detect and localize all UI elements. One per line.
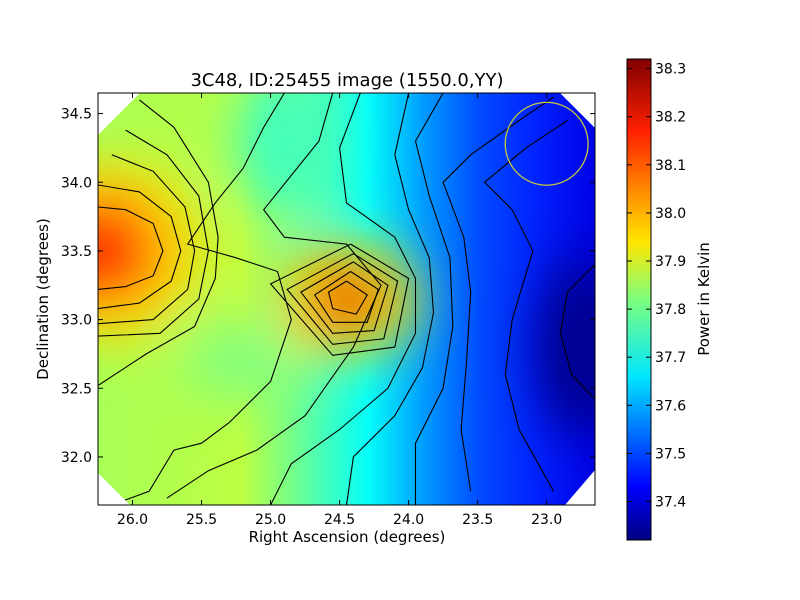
hot-spot-core [328,284,365,314]
colorbar-ticks: 37.4 37.5 37.6 37.7 37.8 37.9 38.0 38.1 38.2 38.3 [627,62,686,511]
x-tick-label: 24.5 [324,512,355,528]
y-tick-label: 33.5 [61,244,92,260]
x-tick-label: 26.0 [117,512,148,528]
x-tick-label: 23.0 [531,512,562,528]
colorbar-tick-label: 37.6 [655,398,686,414]
heatmap-band [477,93,534,505]
y-tick-label: 34.5 [61,107,92,123]
chart-title: 3C48, ID:25455 image (1550.0,YY) [190,70,503,91]
colorbar-tick-label: 37.5 [655,446,686,462]
contour-line [98,184,182,310]
heatmap [98,93,595,505]
contour-line [559,264,595,400]
contour-line [345,93,435,505]
x-axis-ticks: 26.0 25.5 25.0 24.5 24.0 23.5 23.0 [117,93,562,528]
heatmap-blob [182,320,303,401]
contour-line [98,129,209,337]
contour-line [270,93,417,505]
heatmap-blob [234,93,335,212]
contour-line [98,99,219,386]
colorbar-tick-label: 37.9 [655,254,686,270]
colorbar-tick-label: 37.7 [655,350,686,366]
x-tick-label: 24.0 [393,512,424,528]
plot-frame [97,92,596,506]
colorbar-label: Power in Kelvin [695,242,713,356]
contour-line [300,261,389,334]
y-tick-label: 32.0 [61,450,92,466]
x-axis-label: Right Ascension (degrees) [249,528,446,546]
contour-line [98,154,196,325]
contour-line [166,93,382,499]
contour-line [98,206,164,290]
contour-line [286,253,399,345]
colorbar-tick-label: 38.1 [655,158,686,174]
cold-spot-core [536,257,595,438]
contour-line [313,271,379,323]
contour-line [327,280,368,315]
y-tick-label: 32.5 [61,381,92,397]
x-tick-label: 25.5 [186,512,217,528]
marker-circle [504,101,589,186]
colorbar-tick-label: 37.4 [655,495,686,511]
colorbar-tick-label: 38.0 [655,206,686,222]
colorbar-tick-label: 38.3 [655,62,686,78]
contour-line [442,96,554,492]
colorbar: 37.4 37.5 37.6 37.7 37.8 37.9 38.0 38.1 38.2 38.3… [626,58,713,541]
colorbar-tick-label: 38.2 [655,110,686,126]
heatmap-band [421,93,479,505]
x-tick-label: 23.5 [462,512,493,528]
y-tick-label: 34.0 [61,175,92,191]
x-tick-label: 25.0 [255,512,286,528]
colorbar-gradient [626,58,652,541]
y-tick-label: 33.0 [61,313,92,329]
y-axis-ticks: 32.0 32.5 33.0 33.5 34.0 34.5 [61,107,595,466]
contour-lines [98,93,595,505]
heatmap-blobs [98,93,595,438]
contour-line [111,93,292,505]
contour-line [269,243,410,356]
colorbar-tick-label: 37.8 [655,302,686,318]
plot-area [97,92,596,506]
y-axis-label: Declination (degrees) [34,218,52,380]
contour-line [414,93,454,505]
contour-line [483,120,568,492]
